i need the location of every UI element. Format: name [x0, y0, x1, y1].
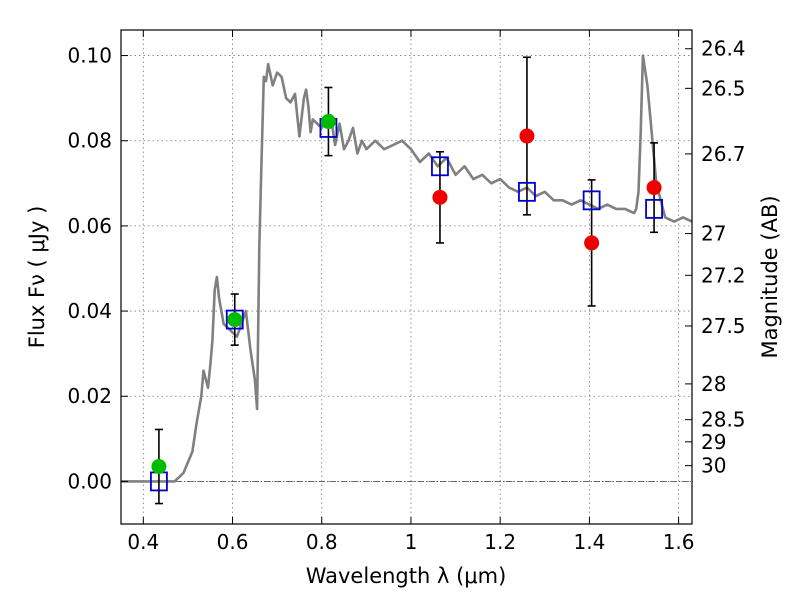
y-axis-ticks: 0.00 0.02 0.04 0.06 0.08 0.10: [67, 44, 128, 493]
y-tick-label: 0.06: [67, 214, 112, 238]
observed-point-green: [320, 114, 336, 130]
x-tick-label: 0.4: [127, 530, 159, 554]
magnitude-tick-label: 27.2: [701, 263, 746, 287]
model-photometry-box: [431, 156, 449, 177]
model-photometry-box: [582, 190, 601, 211]
x-axis-ticks: 0.4 0.6 0.8 1 1.2 1.4 1.6: [127, 30, 695, 554]
magnitude-tick-label: 28: [701, 372, 726, 396]
magnitude-axis-label: Magnitude (AB): [758, 195, 782, 358]
y-tick-label: 0.02: [67, 384, 112, 408]
observed-point-green: [151, 459, 167, 475]
observed-point-red: [519, 128, 535, 144]
plot-frame: [120, 29, 693, 525]
observed-points-layer: [151, 114, 662, 475]
model-photometry-layer: [150, 118, 663, 492]
errorbar-layer: [154, 56, 659, 505]
magnitude-tick-label: 26.5: [701, 76, 746, 100]
x-tick-label: 1.6: [663, 530, 695, 554]
y-tick-label: 0.10: [67, 44, 112, 68]
model-photometry-box: [225, 309, 244, 330]
observed-point-red: [584, 235, 600, 251]
magnitude-tick-label: 26.4: [701, 37, 746, 61]
x-tick-label: 0.8: [306, 530, 338, 554]
x-tick-label: 1: [405, 530, 418, 554]
y-tick-label: 0.04: [67, 299, 112, 323]
grid-lines: [121, 30, 692, 524]
magnitude-tick-label: 28.5: [701, 408, 746, 432]
model-spectrum-layer: [121, 54, 693, 483]
x-tick-label: 1.2: [484, 530, 516, 554]
magnitude-tick-label: 29: [701, 430, 726, 454]
magnitude-tick-label: 27.5: [701, 314, 746, 338]
model-spectrum-line: [121, 54, 693, 483]
observed-point-red: [432, 189, 448, 205]
observed-point-red: [646, 180, 662, 196]
x-tick-label: 0.6: [217, 530, 249, 554]
y-tick-label: 0.00: [67, 469, 112, 493]
magnitude-tick-label: 27: [701, 222, 726, 246]
model-photometry-box: [645, 198, 663, 219]
magnitude-tick-label: 26.7: [701, 142, 746, 166]
model-photometry-box: [518, 181, 536, 202]
observed-point-green: [227, 312, 243, 328]
y-axis-label: Flux Fν ( μJy ): [25, 206, 49, 349]
x-tick-label: 1.4: [573, 530, 605, 554]
y-tick-label: 0.08: [67, 129, 112, 153]
magnitude-tick-label: 30: [701, 454, 726, 478]
x-axis-label: Wavelength λ (μm): [306, 564, 507, 588]
